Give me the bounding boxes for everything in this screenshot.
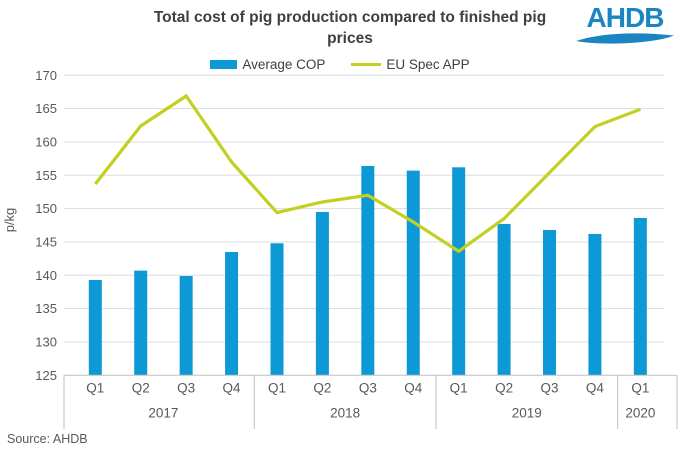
bar-avg-cop: [588, 233, 602, 376]
source-note: Source: AHDB: [7, 432, 88, 446]
y-tick-label: 150: [35, 201, 57, 216]
y-tick-label: 160: [35, 134, 57, 149]
y-tick-label: 140: [35, 268, 57, 283]
bar-avg-cop: [179, 275, 193, 376]
line-swatch-icon: [351, 62, 382, 67]
y-tick-label: 170: [35, 68, 57, 83]
legend-item-average-cop: Average COP: [210, 57, 325, 72]
bar-avg-cop: [88, 279, 102, 376]
x-tick-label: Q1: [268, 381, 286, 396]
bar-avg-cop: [270, 243, 284, 376]
legend-item-eu-spec-app: EU Spec APP: [351, 57, 470, 72]
legend-label: Average COP: [242, 57, 326, 72]
chart-title: Total cost of pig production compared to…: [55, 7, 645, 49]
chart-title-line1: Total cost of pig production compared to…: [153, 9, 547, 26]
bar-avg-cop: [315, 211, 329, 376]
y-tick-label: 135: [35, 301, 57, 316]
x-tick-label: Q4: [223, 381, 242, 396]
x-tick-label: Q1: [631, 381, 649, 396]
bar-avg-cop: [452, 167, 466, 376]
line-eu-spec-app: [94, 93, 641, 254]
x-tick-label: Q3: [177, 381, 195, 396]
bar-avg-cop: [497, 223, 511, 376]
bar-swatch-icon: [210, 60, 238, 69]
y-tick-label: 145: [35, 234, 57, 249]
y-tick-label: 165: [35, 101, 57, 116]
bar-avg-cop: [361, 165, 375, 376]
year-label: 2019: [512, 406, 542, 421]
year-label: 2020: [625, 406, 655, 421]
bar-avg-cop: [543, 229, 557, 376]
year-label: 2017: [148, 406, 178, 421]
y-tick-label: 130: [35, 334, 57, 349]
x-tick-label: Q3: [541, 381, 559, 396]
ahdb-logo-text: AHDB: [586, 2, 665, 33]
x-tick-label: Q4: [586, 381, 605, 396]
chart-title-line2: prices: [327, 30, 373, 47]
x-tick-label: Q1: [86, 381, 104, 396]
legend-label: EU Spec APP: [386, 57, 470, 72]
ahdb-logo: AHDB: [573, 3, 677, 46]
bar-avg-cop: [633, 217, 647, 376]
x-tick-label: Q2: [132, 381, 150, 396]
x-tick-label: Q4: [404, 381, 423, 396]
x-tick-label: Q3: [359, 381, 377, 396]
x-tick-label: Q2: [313, 381, 331, 396]
ahdb-swoosh-icon: [576, 33, 674, 44]
chart-legend: Average COP EU Spec APP: [0, 57, 680, 72]
y-axis-title: p/kg: [2, 208, 17, 233]
bar-avg-cop: [406, 170, 420, 376]
x-tick-label: Q2: [495, 381, 513, 396]
x-tick-label: Q1: [450, 381, 468, 396]
y-tick-label: 155: [35, 168, 57, 183]
year-label: 2018: [330, 406, 360, 421]
y-tick-label: 125: [35, 368, 57, 383]
bar-avg-cop: [225, 251, 239, 376]
bar-avg-cop: [134, 270, 148, 376]
